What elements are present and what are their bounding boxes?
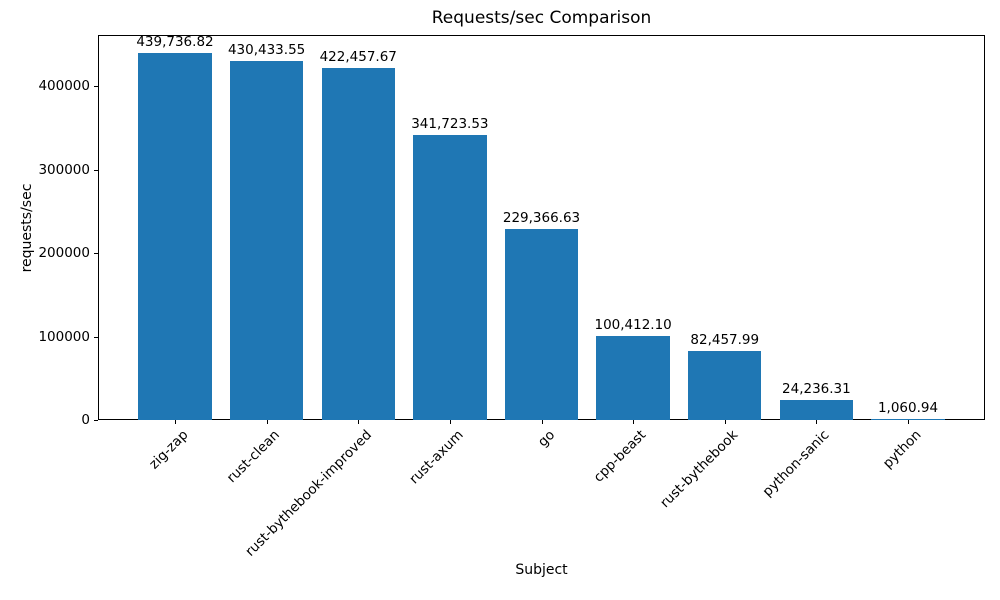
x-tick-mark [174, 420, 176, 424]
x-axis-label: Subject [515, 562, 568, 578]
y-tick-mark [94, 253, 98, 255]
bar-python-sanic [779, 399, 854, 420]
y-tick-label-0: 0 [81, 412, 90, 428]
bar-rust-axum [413, 135, 487, 420]
bar-value-label: 82,457.99 [690, 332, 760, 349]
x-tick-label-go: go [534, 427, 558, 451]
bar-value-label: 439,736.82 [136, 34, 214, 51]
x-tick-mark [908, 420, 910, 424]
x-tick-mark [358, 420, 360, 424]
x-tick-label-rust-bythebook: rust-bythebook [656, 427, 742, 512]
bar-value-label: 422,457.67 [319, 48, 397, 65]
x-tick-mark [541, 420, 543, 424]
x-tick-mark [816, 420, 818, 424]
bar-python [871, 419, 945, 420]
bar-value-label: 341,723.53 [411, 116, 489, 133]
y-tick-mark [94, 86, 98, 88]
x-tick-label-cpp-beast: cpp-beast [590, 427, 650, 486]
bar-rust-clean [229, 61, 304, 420]
x-tick-mark [633, 420, 635, 424]
bar-go [504, 228, 579, 420]
y-tick-mark [94, 420, 98, 421]
x-tick-label-python-sanic: python-sanic [759, 427, 833, 500]
bar-value-label: 1,060.94 [877, 400, 939, 416]
bar-value-label: 430,433.55 [227, 42, 306, 59]
bar-rust-bythebook-improved [321, 67, 395, 420]
y-tick-label-200000: 200000 [38, 245, 90, 262]
bar-rust-bythebook [688, 351, 762, 420]
y-tick-mark [94, 169, 98, 171]
chart-title: Requests/sec Comparison [431, 8, 652, 28]
bar-value-label: 229,366.63 [502, 209, 581, 226]
x-tick-label-rust-clean: rust-clean [223, 427, 283, 487]
bar-value-label: 24,236.31 [782, 380, 851, 397]
x-tick-label-rust-axum: rust-axum [405, 427, 467, 488]
bar-value-label: 100,412.10 [594, 317, 672, 334]
x-tick-mark [266, 420, 268, 424]
x-tick-mark [449, 420, 451, 424]
y-tick-label-300000: 300000 [38, 161, 90, 178]
x-tick-label-zig-zap: zig-zap [145, 427, 192, 473]
bar-cpp-beast [596, 336, 670, 420]
plot-area: 439,736.82 430,433.55 422,457.67 341,723.53… [98, 34, 985, 420]
y-tick-label-400000: 400000 [38, 78, 90, 95]
x-tick-label-python: python [879, 427, 925, 472]
y-tick-label-100000: 100000 [38, 328, 90, 345]
y-tick-mark [94, 336, 98, 338]
x-tick-mark [724, 420, 726, 424]
bar-zig-zap [138, 53, 212, 420]
